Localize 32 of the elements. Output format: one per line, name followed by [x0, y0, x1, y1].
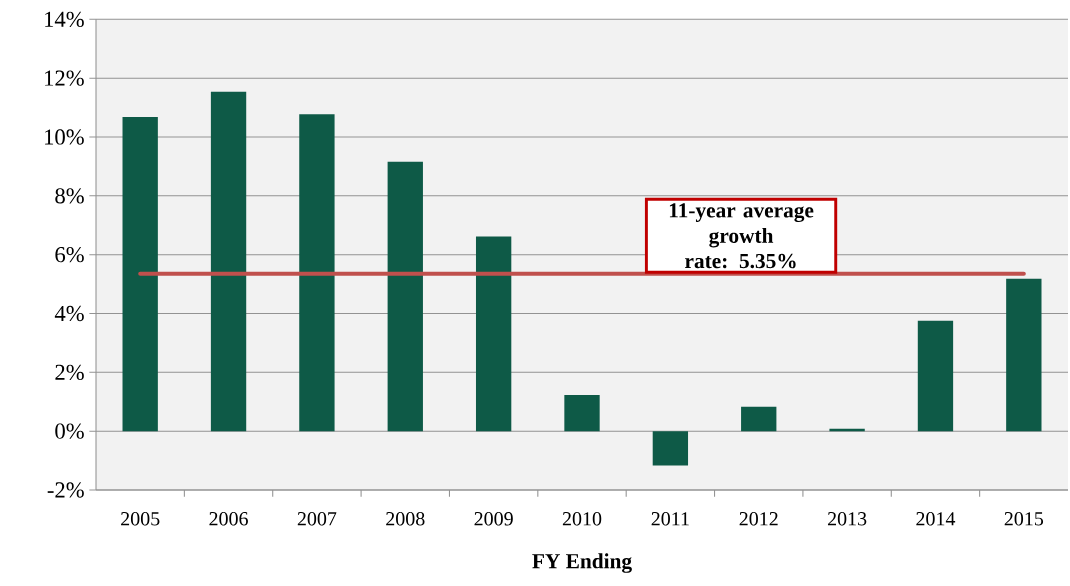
y-tick-label: -2%	[47, 482, 84, 498]
x-tick-label: 2007	[297, 512, 337, 526]
bar	[210, 91, 247, 432]
x-tick-label: 2011	[651, 512, 689, 526]
bar	[122, 116, 158, 432]
bar	[475, 236, 512, 432]
bar	[652, 431, 689, 466]
x-axis-title: FY Ending	[532, 553, 632, 573]
x-tick-label: 2015	[1004, 512, 1044, 526]
bar	[387, 161, 423, 432]
y-tick-label: 4%	[54, 305, 84, 322]
x-tick-label: 2012	[739, 512, 778, 526]
y-tick-label: 8%	[55, 188, 84, 204]
bar	[741, 406, 777, 432]
y-tick-label: 6%	[55, 246, 84, 263]
x-tick-label: 2010	[562, 512, 602, 526]
y-tick-label: 14%	[45, 11, 84, 28]
y-tick-label: 0%	[55, 423, 84, 439]
y-tick-label: 2%	[55, 364, 84, 381]
bar	[917, 320, 954, 432]
x-tick-label: 2008	[386, 512, 425, 526]
y-tick-label: 10%	[45, 129, 84, 145]
ref-line-label: 11-year average growth rate: 5.35%	[669, 203, 814, 269]
x-tick-label: 2005	[121, 512, 160, 526]
bar	[564, 394, 600, 432]
x-tick-label: 2014	[916, 512, 956, 526]
x-tick-label: 2013	[827, 512, 867, 526]
bar	[1006, 278, 1042, 432]
x-tick-label: 2009	[474, 512, 513, 526]
y-tick-label: 12%	[45, 70, 84, 86]
bar	[299, 114, 335, 432]
x-tick-label: 2006	[209, 512, 248, 526]
